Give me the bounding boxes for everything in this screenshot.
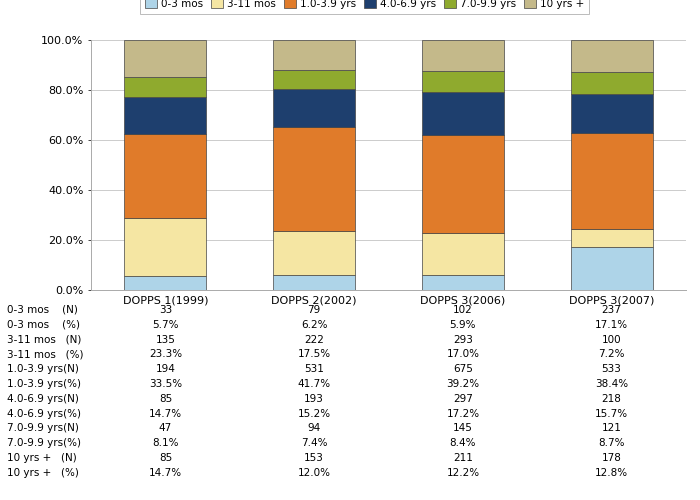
Text: 5.9%: 5.9% [449,320,476,330]
Text: 145: 145 [453,424,473,434]
Text: 10 yrs +   (%): 10 yrs + (%) [7,468,79,478]
Text: 7.0-9.9 yrs(%): 7.0-9.9 yrs(%) [7,438,81,448]
Text: 153: 153 [304,453,324,463]
Text: 3-11 mos   (N): 3-11 mos (N) [7,334,81,344]
Text: 8.1%: 8.1% [152,438,178,448]
Text: 7.0-9.9 yrs(N): 7.0-9.9 yrs(N) [7,424,79,434]
Text: 15.7%: 15.7% [595,408,628,418]
Text: 102: 102 [453,305,473,315]
Text: 100: 100 [602,334,622,344]
Text: 10 yrs +   (N): 10 yrs + (N) [7,453,77,463]
Bar [570,247,652,290]
Bar [125,276,206,290]
Text: 15.2%: 15.2% [298,408,330,418]
Text: 193: 193 [304,394,324,404]
Bar [273,88,355,126]
Bar [422,92,504,134]
Text: 23.3%: 23.3% [149,350,182,360]
Bar [125,97,206,134]
Text: 12.2%: 12.2% [447,468,480,478]
Text: 12.8%: 12.8% [595,468,628,478]
Bar [422,275,504,290]
Bar [273,231,355,274]
Text: 47: 47 [159,424,172,434]
Bar [422,233,504,275]
Bar [273,70,355,88]
Text: 41.7%: 41.7% [298,379,330,389]
Text: 675: 675 [453,364,473,374]
Text: 4.0-6.9 yrs(N): 4.0-6.9 yrs(N) [7,394,79,404]
Bar [570,229,652,247]
Text: 17.5%: 17.5% [298,350,330,360]
Text: 3-11 mos   (%): 3-11 mos (%) [7,350,83,360]
Bar [570,94,652,133]
Bar [125,40,206,77]
Text: 4.0-6.9 yrs(%): 4.0-6.9 yrs(%) [7,408,81,418]
Bar [125,76,206,97]
Text: 135: 135 [155,334,175,344]
Text: 12.0%: 12.0% [298,468,330,478]
Text: 121: 121 [602,424,622,434]
Text: 8.4%: 8.4% [449,438,476,448]
Bar [273,40,355,70]
Bar [570,72,652,94]
Text: 33.5%: 33.5% [149,379,182,389]
Text: 79: 79 [307,305,321,315]
Legend: 0-3 mos, 3-11 mos, 1.0-3.9 yrs, 4.0-6.9 yrs, 7.0-9.9 yrs, 10 yrs +: 0-3 mos, 3-11 mos, 1.0-3.9 yrs, 4.0-6.9 … [141,0,589,14]
Text: 293: 293 [453,334,473,344]
Text: 14.7%: 14.7% [149,408,182,418]
Bar [422,40,504,71]
Bar [125,134,206,218]
Text: 5.7%: 5.7% [152,320,178,330]
Text: 38.4%: 38.4% [595,379,628,389]
Bar [273,126,355,231]
Text: 297: 297 [453,394,473,404]
Text: 178: 178 [602,453,622,463]
Text: 0-3 mos    (%): 0-3 mos (%) [7,320,80,330]
Text: 39.2%: 39.2% [447,379,480,389]
Text: 1.0-3.9 yrs(%): 1.0-3.9 yrs(%) [7,379,81,389]
Bar [422,134,504,233]
Text: 218: 218 [602,394,622,404]
Text: 237: 237 [602,305,622,315]
Bar [273,274,355,290]
Text: 0-3 mos    (N): 0-3 mos (N) [7,305,78,315]
Text: 531: 531 [304,364,324,374]
Bar [570,40,652,72]
Text: 211: 211 [453,453,473,463]
Text: 17.0%: 17.0% [447,350,480,360]
Bar [422,71,504,92]
Text: 94: 94 [307,424,321,434]
Text: 33: 33 [159,305,172,315]
Text: 17.1%: 17.1% [595,320,628,330]
Bar [125,218,206,276]
Text: 7.4%: 7.4% [301,438,328,448]
Text: 1.0-3.9 yrs(N): 1.0-3.9 yrs(N) [7,364,79,374]
Text: 533: 533 [602,364,622,374]
Text: 14.7%: 14.7% [149,468,182,478]
Text: 194: 194 [155,364,175,374]
Text: 8.7%: 8.7% [598,438,625,448]
Text: 6.2%: 6.2% [301,320,328,330]
Text: 85: 85 [159,453,172,463]
Text: 85: 85 [159,394,172,404]
Text: 222: 222 [304,334,324,344]
Bar [570,133,652,229]
Text: 7.2%: 7.2% [598,350,625,360]
Text: 17.2%: 17.2% [447,408,480,418]
